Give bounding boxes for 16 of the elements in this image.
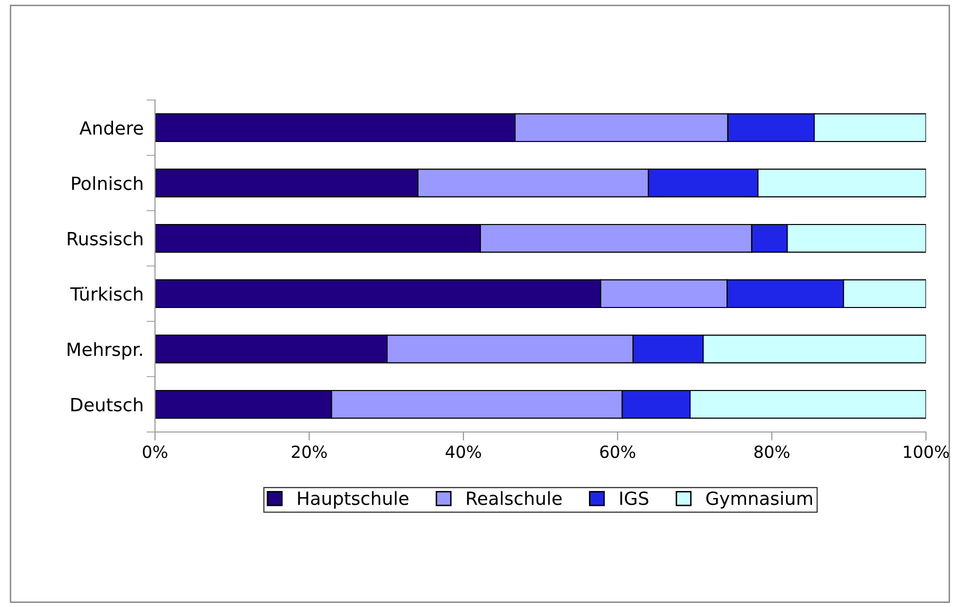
x-tick-label: 80% [754,445,790,458]
y-tick-label: Polnisch [72,176,142,190]
legend-label: IGS [620,491,648,506]
x-tick-label: 0% [142,445,168,458]
legend-label: Realschule [467,491,562,506]
legend-label: Gymnasium [706,491,812,509]
x-tick-label: 60% [600,445,636,458]
y-tick-label: Mehrspr. [68,342,142,360]
y-tick-label: Türkisch [70,286,142,301]
y-tick-label: Russisch [68,231,142,246]
x-tick-label: 40% [446,445,481,458]
y-tick-label: Deutsch [71,397,142,412]
legend-label: Hauptschule [298,491,408,509]
x-tick-label: 100% [904,445,949,458]
x-tick-label: 20% [292,445,327,458]
y-tick-label: Andere [80,120,143,135]
